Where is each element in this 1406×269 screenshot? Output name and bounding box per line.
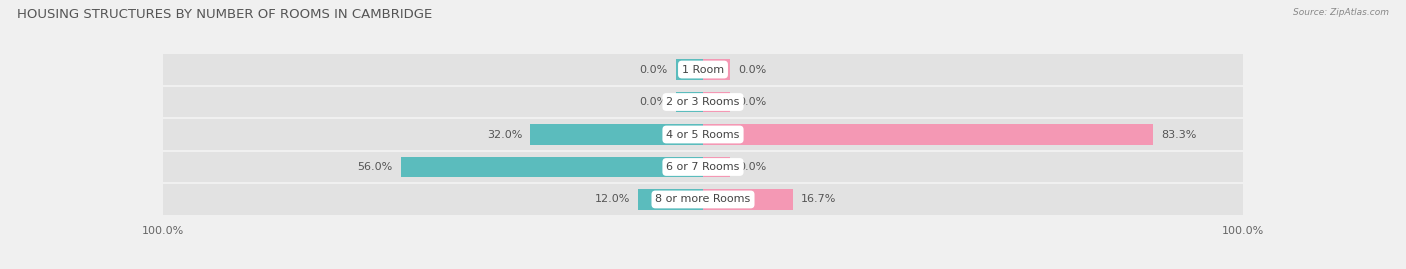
Bar — [163, 152, 703, 182]
Bar — [703, 152, 1243, 182]
Bar — [163, 54, 703, 85]
Bar — [163, 87, 703, 117]
Text: 56.0%: 56.0% — [357, 162, 392, 172]
Bar — [703, 59, 730, 80]
Bar — [703, 119, 1243, 150]
Text: 2 or 3 Rooms: 2 or 3 Rooms — [666, 97, 740, 107]
Bar — [638, 189, 703, 210]
Bar — [703, 125, 1153, 144]
Bar — [401, 157, 703, 177]
Bar — [703, 189, 793, 210]
Text: 8 or more Rooms: 8 or more Rooms — [655, 194, 751, 204]
Bar — [703, 92, 730, 112]
Text: 0.0%: 0.0% — [738, 162, 766, 172]
Text: 0.0%: 0.0% — [738, 97, 766, 107]
Text: 0.0%: 0.0% — [640, 97, 668, 107]
Text: 16.7%: 16.7% — [801, 194, 837, 204]
Bar — [703, 87, 1243, 117]
Bar — [703, 157, 730, 177]
Text: 83.3%: 83.3% — [1161, 129, 1197, 140]
Bar — [530, 125, 703, 144]
Bar — [703, 54, 1243, 85]
Text: 0.0%: 0.0% — [640, 65, 668, 75]
Bar — [676, 59, 703, 80]
Text: 6 or 7 Rooms: 6 or 7 Rooms — [666, 162, 740, 172]
Text: 0.0%: 0.0% — [738, 65, 766, 75]
Bar — [163, 119, 703, 150]
Text: 1 Room: 1 Room — [682, 65, 724, 75]
Text: HOUSING STRUCTURES BY NUMBER OF ROOMS IN CAMBRIDGE: HOUSING STRUCTURES BY NUMBER OF ROOMS IN… — [17, 8, 432, 21]
Text: Source: ZipAtlas.com: Source: ZipAtlas.com — [1294, 8, 1389, 17]
Text: 12.0%: 12.0% — [595, 194, 630, 204]
Text: 32.0%: 32.0% — [486, 129, 522, 140]
Bar — [163, 184, 703, 215]
Bar — [676, 92, 703, 112]
Text: 4 or 5 Rooms: 4 or 5 Rooms — [666, 129, 740, 140]
Bar — [703, 184, 1243, 215]
